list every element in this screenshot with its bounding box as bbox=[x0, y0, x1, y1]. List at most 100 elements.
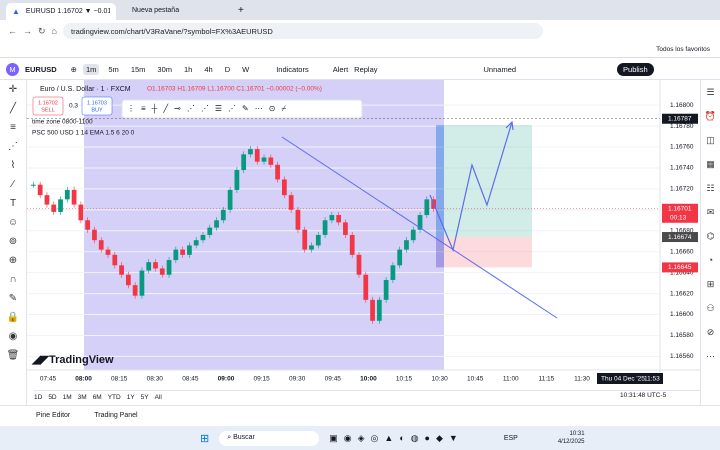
price-label: 1.16674 bbox=[668, 234, 692, 241]
price-label-bg bbox=[662, 113, 698, 124]
candle bbox=[315, 234, 321, 246]
price-label: 1.16787 bbox=[668, 115, 692, 122]
range[interactable]: 1Y bbox=[126, 394, 135, 401]
bookmarks[interactable]: Todos los favoritos bbox=[656, 46, 710, 53]
candle bbox=[288, 195, 294, 210]
price-label: 1.16645 bbox=[668, 264, 692, 271]
interval[interactable]: D bbox=[224, 65, 231, 74]
candle bbox=[85, 220, 91, 230]
y-tick-label: 1.16620 bbox=[670, 290, 694, 297]
replay-button[interactable]: Replay bbox=[354, 65, 378, 74]
candle bbox=[193, 240, 199, 246]
trend-line bbox=[281, 136, 558, 319]
candle bbox=[241, 154, 247, 171]
interval[interactable]: 4h bbox=[204, 65, 213, 74]
price-label: 1.16701 bbox=[668, 205, 692, 212]
y-tick-label: 1.16660 bbox=[670, 248, 694, 255]
candle bbox=[119, 265, 124, 275]
search-box[interactable]: ⌕ Buscar bbox=[219, 430, 320, 446]
interval[interactable]: 5m bbox=[108, 65, 119, 74]
candle bbox=[322, 220, 328, 235]
tab[interactable]: Nueva pestaña bbox=[122, 7, 232, 14]
range[interactable]: 1D bbox=[34, 394, 43, 401]
stop-zone bbox=[436, 237, 532, 268]
indicator: time zone 0800-1100 bbox=[32, 119, 93, 126]
candle bbox=[207, 227, 213, 235]
range[interactable]: 1M bbox=[62, 394, 72, 401]
y-tick-label: 1.16780 bbox=[670, 123, 694, 130]
candle bbox=[376, 299, 382, 321]
interval[interactable]: 30m bbox=[157, 65, 172, 74]
candle bbox=[180, 249, 185, 255]
y-tick-label: 1.16560 bbox=[670, 353, 694, 360]
y-tick-label: 1.16580 bbox=[670, 332, 694, 339]
candle bbox=[92, 229, 97, 241]
candle bbox=[173, 249, 179, 261]
trade-text: SELL bbox=[41, 107, 54, 113]
x-tick-label: 10:45 bbox=[467, 376, 484, 383]
interval[interactable]: 1m bbox=[82, 64, 100, 75]
candle bbox=[336, 215, 342, 223]
candle bbox=[37, 184, 43, 196]
candle bbox=[424, 199, 430, 216]
x-tick-label: 09:45 bbox=[325, 376, 342, 383]
indicators-button[interactable]: Indicators bbox=[276, 65, 309, 74]
tab[interactable]: ▲EURUSD 1.16702 ▼ −0.01% Un bbox=[6, 3, 116, 20]
candle bbox=[200, 234, 206, 241]
symbol[interactable]: EURUSD bbox=[25, 65, 57, 74]
candle bbox=[153, 262, 158, 269]
range[interactable]: All bbox=[154, 394, 162, 401]
candle bbox=[166, 260, 172, 275]
candle bbox=[356, 254, 362, 275]
candle bbox=[71, 189, 77, 205]
clock: 10:31:48 UTC-5 bbox=[620, 392, 667, 399]
candle bbox=[105, 249, 111, 255]
url: tradingview.com/chart/V3RaVane/?symbol=F… bbox=[70, 26, 273, 36]
range[interactable]: 3M bbox=[77, 394, 87, 401]
x-tick-label: 09:15 bbox=[253, 376, 270, 383]
new-tab[interactable]: + bbox=[238, 4, 244, 16]
panel-tab[interactable]: Trading Panel bbox=[94, 412, 138, 419]
drawing-toolbar: ✛ ╱ ≡ ⋰ ⌇ ∕ T ☺ ⊚ ⊕ ∩ ✎ 🔒 ◉ 🗑 bbox=[0, 80, 27, 405]
tray-clock: 10:31 4/12/2025 bbox=[558, 430, 585, 446]
candle bbox=[302, 229, 308, 250]
x-tick-label: 08:30 bbox=[147, 376, 164, 383]
x-tick-label: 08:45 bbox=[182, 376, 199, 383]
candle bbox=[309, 245, 314, 250]
y-tick-label: 1.16740 bbox=[670, 165, 694, 172]
x-tick-label: 11:00 bbox=[503, 376, 519, 383]
candle bbox=[261, 157, 267, 162]
date: 4/12/2025 bbox=[557, 439, 585, 445]
candle bbox=[417, 215, 423, 230]
range[interactable]: YTD bbox=[107, 394, 121, 401]
address-bar[interactable]: tradingview.com/chart/V3RaVane/?symbol=F… bbox=[62, 23, 543, 39]
candle bbox=[214, 220, 219, 228]
range[interactable]: 6M bbox=[92, 394, 102, 401]
search: Buscar bbox=[233, 433, 255, 441]
candle bbox=[220, 209, 226, 221]
session-zone bbox=[84, 80, 444, 370]
range[interactable]: 5D bbox=[48, 394, 57, 401]
candle bbox=[349, 234, 355, 255]
candle bbox=[363, 274, 369, 300]
watermark: TradingView bbox=[49, 354, 114, 366]
trade-button[interactable] bbox=[32, 96, 64, 116]
indicator: PSC 500 USD 1 14 EMA 1.5 6 20 0 bbox=[32, 130, 135, 137]
publish-button[interactable]: Publish bbox=[617, 63, 654, 76]
layout-name[interactable]: Unnamed bbox=[483, 65, 517, 74]
price-label-bg bbox=[662, 203, 698, 223]
alert-button[interactable]: Alert bbox=[332, 65, 349, 74]
spread: 0.3 bbox=[69, 103, 78, 110]
range[interactable]: 5Y bbox=[140, 394, 149, 401]
y-tick-label: 1.16600 bbox=[670, 311, 694, 318]
interval[interactable]: W bbox=[242, 65, 250, 74]
tab-title: EURUSD 1.16702 ▼ −0.01% Un bbox=[25, 8, 110, 15]
interval[interactable]: 15m bbox=[130, 65, 146, 74]
candle bbox=[146, 262, 152, 271]
candle bbox=[112, 254, 118, 266]
candle bbox=[159, 268, 165, 275]
panel-tab[interactable]: Pine Editor bbox=[36, 412, 71, 419]
x-tick-label: 10:30 bbox=[431, 376, 448, 383]
interval[interactable]: 1h bbox=[184, 65, 193, 74]
trade-button[interactable] bbox=[81, 96, 113, 116]
